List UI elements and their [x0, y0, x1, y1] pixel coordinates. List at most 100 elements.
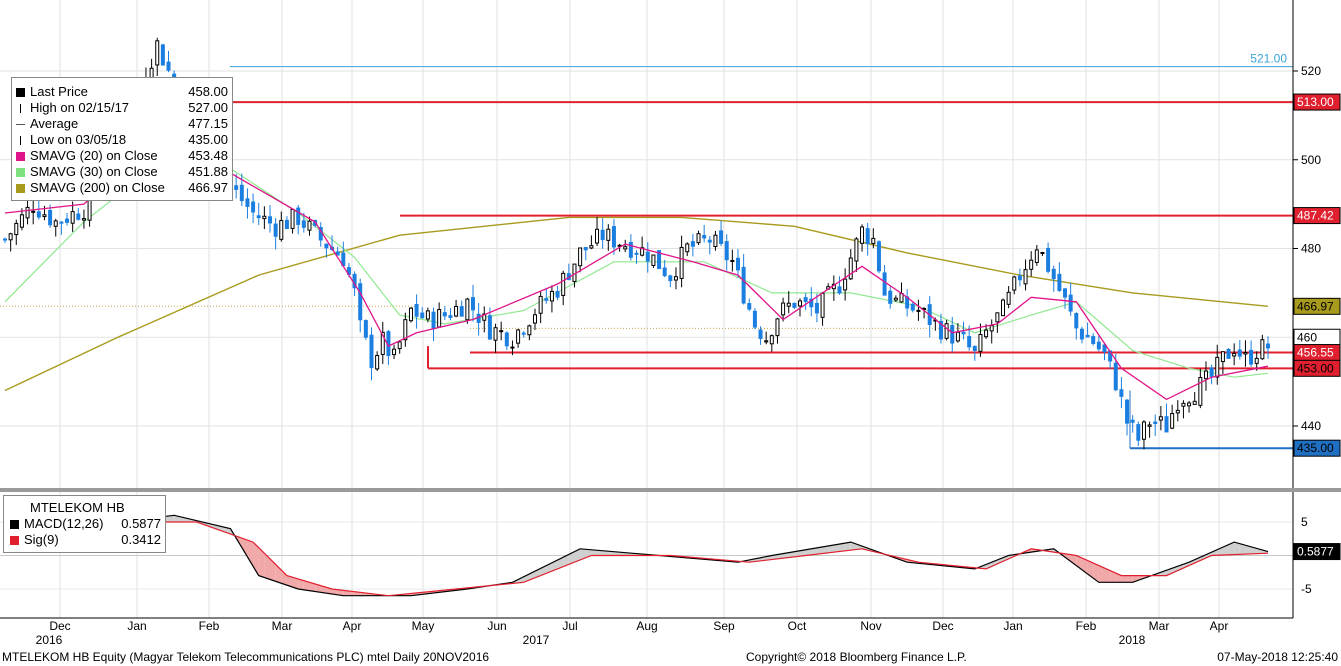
candle-body — [25, 206, 30, 219]
candle-body — [645, 251, 650, 262]
candle-body — [1153, 421, 1158, 425]
macd-histogram-fill — [1093, 563, 1099, 583]
candle-body — [465, 298, 470, 321]
candle-body — [279, 220, 284, 240]
candle-body — [910, 303, 915, 311]
candle-body — [1023, 269, 1028, 285]
macd-histogram-fill — [580, 548, 586, 560]
candle-body — [533, 314, 538, 324]
macd-histogram-fill — [794, 550, 801, 557]
macd-histogram-fill — [591, 549, 598, 556]
macd-histogram-fill — [608, 551, 614, 556]
candle-body — [166, 61, 171, 71]
candle-body — [1051, 268, 1056, 280]
macd-tag-box — [1293, 543, 1341, 561]
legend-row-last-price: Last Price 458.00 — [14, 84, 228, 100]
candle-body — [527, 325, 532, 336]
candle-body — [375, 355, 380, 370]
candle-body — [583, 247, 588, 251]
candle-body — [1113, 362, 1118, 391]
smavg-30-line — [4, 159, 1269, 378]
candle-body — [944, 323, 949, 339]
legend-row-low: Low on 03/05/18 435.00 — [14, 132, 228, 148]
macd-histogram-fill — [986, 562, 992, 569]
legend-swatch — [16, 167, 25, 177]
macd-histogram-fill — [1211, 549, 1218, 556]
candle-body — [595, 228, 600, 244]
legend-name: Low on 03/05/18 — [30, 132, 127, 147]
candle-body — [865, 228, 870, 245]
candle-body — [764, 340, 769, 343]
candle-body — [578, 247, 583, 267]
legend-value: 527.00 — [188, 100, 228, 115]
candle-body — [809, 298, 814, 308]
candle-body — [1175, 409, 1180, 414]
signal-line — [5, 521, 1269, 597]
macd-histogram-fill — [281, 570, 287, 586]
price-tag-435: 435.00 — [1293, 439, 1341, 457]
candle-body — [662, 267, 667, 277]
candle-body — [623, 246, 628, 250]
candle-body — [70, 211, 75, 224]
legend-value: 453.48 — [188, 148, 228, 163]
price-tag-box — [1293, 93, 1341, 111]
month-label: Jan — [127, 619, 146, 633]
candle-body — [916, 309, 921, 312]
candle-body — [735, 257, 740, 271]
candle-body — [307, 220, 312, 231]
candle-body — [245, 198, 250, 207]
month-label: Feb — [199, 619, 220, 633]
price-tag-box — [1293, 207, 1341, 225]
macd-histogram-fill — [1222, 544, 1229, 556]
macd-histogram-fill — [1245, 545, 1252, 555]
legend-value: 477.15 — [188, 116, 228, 131]
legend-swatch — [10, 519, 19, 529]
macd-histogram-fill — [1098, 565, 1105, 583]
average-icon — [16, 123, 25, 125]
candle-body — [1012, 276, 1017, 291]
macd-histogram-fill — [241, 538, 248, 557]
price-tag-456: 456.55 — [1293, 344, 1341, 362]
candle-body — [155, 40, 160, 66]
legend-name: SMAVG (20) on Close — [30, 148, 158, 163]
candle-body — [955, 331, 960, 342]
price-tag-label: 466.97 — [1297, 299, 1334, 313]
legend-name: Average — [30, 116, 79, 131]
macd-histogram-fill — [845, 542, 851, 551]
candle-body — [363, 320, 368, 338]
macd-histogram-fill — [286, 575, 293, 588]
candle-body — [696, 233, 701, 244]
macd-histogram-fill — [174, 515, 180, 522]
price-axis-label: 500 — [1301, 153, 1321, 167]
macd-legend: MTELEKOM HB MACD(12,26) 0.5877 Sig(9) 0.… — [3, 495, 166, 553]
candle-body — [984, 329, 989, 338]
candle-body — [893, 297, 898, 301]
candle-body — [820, 292, 825, 318]
candle-body — [1147, 424, 1152, 427]
price-tag-513: 513.00 — [1293, 93, 1341, 111]
candle-body — [775, 318, 780, 337]
candle-body — [1170, 413, 1175, 429]
candle-body — [769, 335, 774, 345]
macd-histogram-fill — [568, 551, 575, 565]
candle-body — [848, 257, 853, 280]
macd-histogram-fill — [822, 545, 829, 554]
macd-value-tag: 0.5877 — [1293, 543, 1341, 561]
macd-axis-label: -5 — [1301, 582, 1312, 596]
price-axis-label: 480 — [1301, 242, 1321, 256]
candle-body — [448, 315, 453, 318]
candle-body — [1029, 259, 1034, 270]
candle-body — [1164, 416, 1169, 433]
candle-body — [268, 216, 273, 224]
smavg-20-line — [4, 132, 1269, 401]
low-icon — [20, 135, 21, 145]
price-tag-460: 460 — [1293, 328, 1341, 346]
candle-body — [369, 334, 374, 369]
candle-body — [1232, 352, 1237, 357]
candle-body — [843, 278, 848, 291]
macd-histogram-fill — [1104, 568, 1111, 583]
macd-histogram-fill — [247, 540, 254, 567]
legend-name: SMAVG (200) on Close — [30, 180, 165, 195]
candle-body — [803, 297, 808, 302]
macd-histogram-fill — [1194, 557, 1201, 564]
